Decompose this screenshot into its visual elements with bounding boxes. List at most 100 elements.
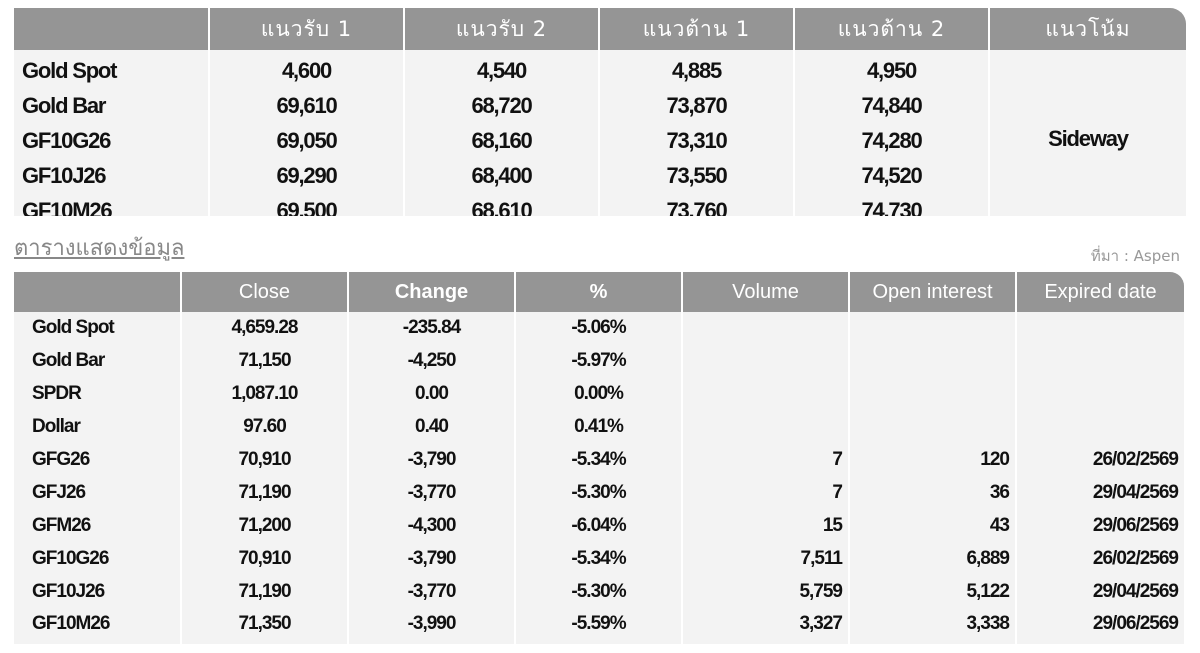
volume-value xyxy=(681,344,849,378)
table-row: GFJ26 71,190 -3,770 -5.30% 7 36 29/04/2569 xyxy=(14,476,1184,510)
resistance-2-value: 4,950 xyxy=(793,50,989,88)
volume-value: 15 xyxy=(681,509,849,543)
instrument-name: GFJ26 xyxy=(32,481,86,503)
change-value: -3,770 xyxy=(347,575,515,609)
resistance-1-value: 73,550 xyxy=(598,158,794,193)
market-data-body: Gold Spot 4,659.28 -235.84 -5.06% Gold Bar 71… xyxy=(14,312,1184,644)
support-2-value: 68,610 xyxy=(403,193,599,216)
instrument-name: GF10M26 xyxy=(32,613,110,635)
column-header-percent: % xyxy=(514,272,682,312)
support-resistance-panel: แนวรับ 1 แนวรับ 2 แนวต้าน 1 แนวต้าน 2 แน… xyxy=(14,8,1186,216)
column-header-resistance-1: แนวต้าน 1 xyxy=(598,8,794,50)
support-resistance-table: แนวรับ 1 แนวรับ 2 แนวต้าน 1 แนวต้าน 2 แน… xyxy=(14,8,1186,216)
support-2-value: 68,720 xyxy=(403,88,599,123)
resistance-2-value: 74,730 xyxy=(793,193,989,216)
open-interest-value: 120 xyxy=(848,443,1016,477)
instrument-name: GCH26 xyxy=(14,641,181,644)
open-interest-value: 3,338 xyxy=(848,608,1016,641)
close-value: 1,087.10 xyxy=(180,377,348,411)
percent-change-value: -5.34% xyxy=(514,542,682,576)
source-label: ที่มา : Aspen xyxy=(1090,247,1180,265)
instrument-name: Gold Bar xyxy=(22,92,107,118)
resistance-2-value: 74,840 xyxy=(793,88,989,123)
table-header-row: แนวรับ 1 แนวรับ 2 แนวต้าน 1 แนวต้าน 2 แน… xyxy=(14,8,1186,50)
column-header-trend: แนวโน้ม xyxy=(988,8,1186,50)
close-value: 4,751 xyxy=(180,640,348,644)
change-value: -3,770 xyxy=(347,476,515,510)
change-value: -235.84 xyxy=(347,312,515,345)
change-value: -4,250 xyxy=(347,344,515,378)
volume-value: 155,728 xyxy=(681,640,849,644)
open-interest-value xyxy=(848,410,1016,444)
table-row: Gold Bar 71,150 -4,250 -5.97% xyxy=(14,344,1184,378)
table-row: GF10G26 69,050 68,160 73,310 74,280 xyxy=(14,123,1186,158)
close-value: 4,659.28 xyxy=(180,312,348,345)
market-data-table: Close Change % Volume Open interest Expi… xyxy=(14,272,1184,644)
resistance-2-value: 74,520 xyxy=(793,158,989,193)
instrument-name: GF10G26 xyxy=(22,127,111,153)
trend-value: Sideway xyxy=(988,50,1186,216)
resistance-1-value: 4,885 xyxy=(598,50,794,88)
change-value: 0.00 xyxy=(347,377,515,411)
open-interest-value xyxy=(848,312,1016,345)
change-value: 0.40 xyxy=(347,410,515,444)
volume-value: 3,327 xyxy=(681,608,849,641)
volume-value xyxy=(681,312,849,345)
expired-date-value xyxy=(1015,312,1184,345)
instrument-name: Gold Spot xyxy=(32,317,115,339)
volume-value: 5,759 xyxy=(681,575,849,609)
change-value: -263 xyxy=(347,640,515,644)
expired-date-value: 29/04/2569 xyxy=(1015,575,1184,609)
instrument-name: GFM26 xyxy=(32,514,91,536)
close-value: 71,150 xyxy=(180,344,348,378)
column-header-change: Change xyxy=(347,272,515,312)
section-title: ตารางแสดงข้อมูล xyxy=(14,236,185,261)
table-row: GF10J26 71,190 -3,770 -5.30% 5,759 5,122 29/04… xyxy=(14,575,1184,609)
expired-date-value xyxy=(1015,344,1184,378)
column-header-resistance-2: แนวต้าน 2 xyxy=(793,8,989,50)
column-header-support-1: แนวรับ 1 xyxy=(208,8,404,50)
instrument-name: GF10J26 xyxy=(22,162,107,188)
volume-value xyxy=(681,410,849,444)
instrument-name: GF10J26 xyxy=(32,580,105,602)
column-header-open-interest: Open interest xyxy=(848,272,1016,312)
instrument-name: GF10M26 xyxy=(22,197,113,217)
volume-value: 7 xyxy=(681,443,849,477)
change-value: -3,790 xyxy=(347,542,515,576)
support-1-value: 69,610 xyxy=(208,88,404,123)
expired-date-value xyxy=(1015,377,1184,411)
support-1-value: 69,290 xyxy=(208,158,404,193)
table-row: GFM26 71,200 -4,300 -6.04% 15 43 29/06/2569 xyxy=(14,509,1184,543)
volume-value xyxy=(681,377,849,411)
percent-change-value: 0.00% xyxy=(514,377,682,411)
instrument-name: Dollar xyxy=(32,416,81,438)
instrument-name: SPDR xyxy=(32,383,82,405)
support-2-value: 68,160 xyxy=(403,123,599,158)
column-header-support-2: แนวรับ 2 xyxy=(403,8,599,50)
instrument-name: GF10G26 xyxy=(32,547,109,569)
open-interest-value: 126,673 xyxy=(848,640,1016,644)
expired-date-value: 29/04/2569 xyxy=(1015,476,1184,510)
table-row: GF10M26 71,350 -3,990 -5.59% 3,327 3,338 29/06… xyxy=(14,608,1184,641)
resistance-2-value: 74,280 xyxy=(793,123,989,158)
support-2-value: 68,400 xyxy=(403,158,599,193)
close-value: 97.60 xyxy=(180,410,348,444)
open-interest-value: 36 xyxy=(848,476,1016,510)
percent-change-value: 0.41% xyxy=(514,410,682,444)
expired-date-value: 30/03/2569 xyxy=(1015,640,1184,644)
percent-change-value: -5.97% xyxy=(514,344,682,378)
instrument-name: Gold Bar xyxy=(32,350,105,372)
instrument-name: Gold Spot xyxy=(22,57,117,83)
column-header-expired-date: Expired date xyxy=(1015,272,1184,312)
volume-value: 7,511 xyxy=(681,542,849,576)
table-row: Gold Bar 69,610 68,720 73,870 74,840 xyxy=(14,88,1186,123)
table-row: GF10M26 69,500 68,610 73,760 74,730 xyxy=(14,193,1186,216)
support-1-value: 4,600 xyxy=(208,50,404,88)
column-header-name xyxy=(14,8,209,50)
open-interest-value: 6,889 xyxy=(848,542,1016,576)
percent-change-value: -5.54% xyxy=(514,640,682,644)
volume-value: 7 xyxy=(681,476,849,510)
close-value: 71,200 xyxy=(180,509,348,543)
support-2-value: 4,540 xyxy=(403,50,599,88)
close-value: 71,190 xyxy=(180,476,348,510)
